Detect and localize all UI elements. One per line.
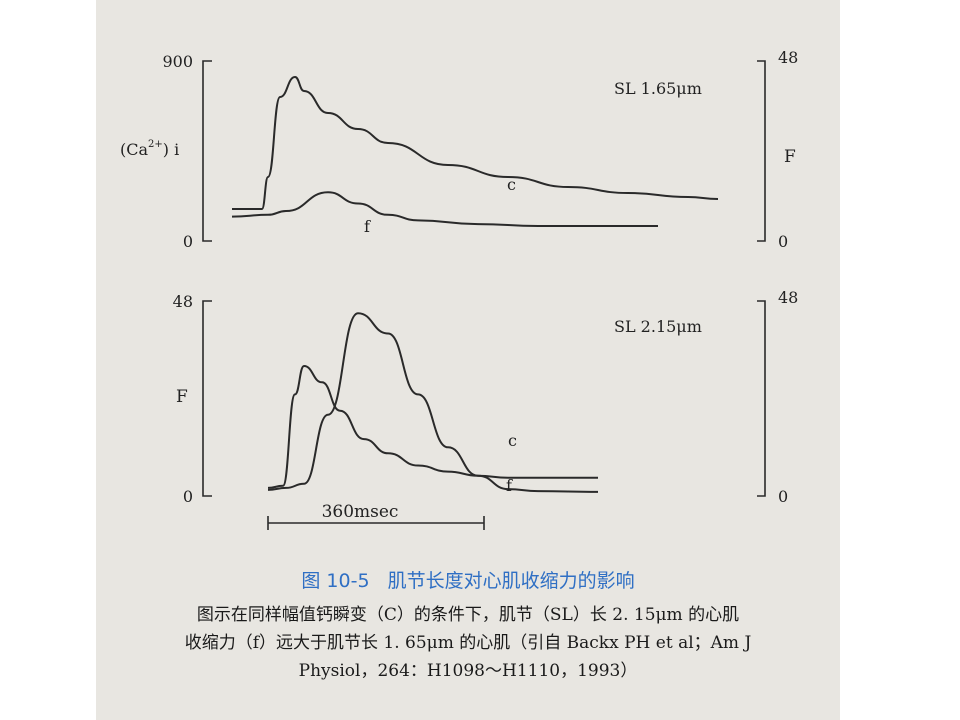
- bottom-series-c-line: [267, 364, 598, 489]
- bottom-left-tick-bottom: 0: [183, 487, 193, 506]
- top-series-f-label: f: [364, 217, 371, 236]
- bottom-left-axis-label: F: [176, 387, 188, 407]
- top-right-tick-top: 48: [778, 48, 798, 67]
- caption-line-2: 收缩力（f）远大于肌节长 1. 65μm 的心肌（引自 Backx PH et …: [184, 633, 752, 653]
- scale-bar: 360msec: [267, 502, 485, 530]
- bottom-left-axis: [202, 300, 212, 497]
- scale-bar-label: 360msec: [322, 502, 399, 522]
- figure-caption-title: 图 10-5 肌节长度对心肌收缩力的影响: [96, 566, 840, 593]
- bottom-right-tick-bottom: 0: [778, 487, 788, 506]
- figure-number: 图 10-5: [301, 570, 370, 592]
- bottom-series-f-line: [267, 312, 599, 493]
- figure-title: 肌节长度对心肌收缩力的影响: [387, 570, 635, 592]
- top-series-f-line: [231, 191, 658, 227]
- top-series-c-line: [232, 75, 719, 210]
- figure-image: [96, 0, 840, 720]
- top-left-axis: [202, 60, 212, 242]
- top-annotation: SL 1.65μm: [614, 79, 702, 98]
- caption-line-1: 图示在同样幅值钙瞬变（C）的条件下，肌节（SL）长 2. 15μm 的心肌: [196, 605, 740, 625]
- top-series-c-label: c: [507, 175, 516, 194]
- top-left-tick-bottom: 0: [183, 232, 193, 251]
- bottom-panel: 48 0 48 0 F SL 2.15μm c f 360msec: [173, 288, 798, 530]
- top-left-axis-label: (Ca2+) i: [120, 139, 179, 159]
- bottom-right-tick-top: 48: [778, 288, 798, 307]
- caption-line-3: Physiol，264：H1098～H1110，1993）: [298, 661, 638, 681]
- top-left-tick-top: 900: [162, 52, 193, 71]
- top-right-axis: [757, 60, 766, 242]
- bottom-left-tick-top: 48: [173, 292, 193, 311]
- bottom-right-axis: [757, 300, 766, 497]
- bottom-annotation: SL 2.15μm: [614, 317, 702, 336]
- top-right-axis-label: F: [784, 147, 796, 167]
- top-panel: 900 0 48 0 (Ca2+) i F SL 1.65μm c f: [120, 48, 798, 251]
- top-right-tick-bottom: 0: [778, 232, 788, 251]
- bottom-series-c-label: c: [508, 431, 517, 450]
- bottom-series-f-label: f: [506, 476, 513, 495]
